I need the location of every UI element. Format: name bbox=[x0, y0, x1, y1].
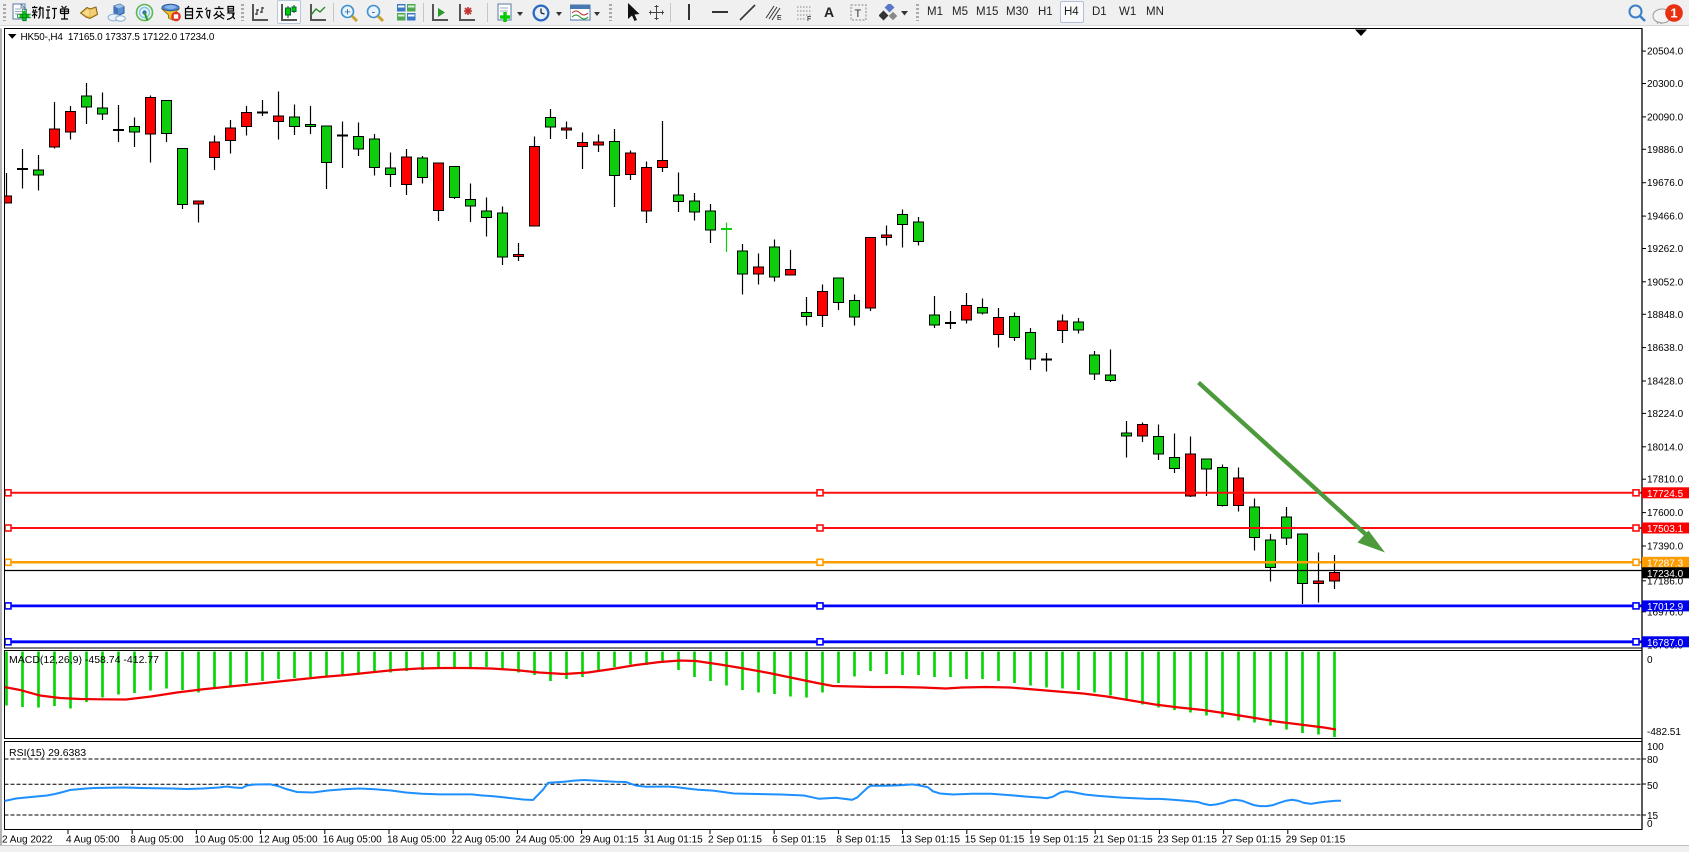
svg-text:18014.0: 18014.0 bbox=[1647, 442, 1684, 453]
svg-text:23 Sep 01:15: 23 Sep 01:15 bbox=[1157, 835, 1217, 846]
svg-text:2 Aug 2022: 2 Aug 2022 bbox=[2, 835, 53, 846]
svg-text:18 Aug 05:00: 18 Aug 05:00 bbox=[387, 835, 446, 846]
svg-text:F: F bbox=[807, 16, 811, 21]
svg-text:HK50-,H4 17165.0 17337.5 1712: HK50-,H4 17165.0 17337.5 17122.0 17234.0 bbox=[21, 32, 215, 43]
svg-text:20300.0: 20300.0 bbox=[1647, 79, 1684, 90]
svg-text:19676.0: 19676.0 bbox=[1647, 178, 1684, 189]
svg-text:15 Sep 01:15: 15 Sep 01:15 bbox=[965, 835, 1025, 846]
svg-text:T: T bbox=[855, 8, 862, 20]
svg-text:50: 50 bbox=[1647, 781, 1659, 792]
svg-text:12 Aug 05:00: 12 Aug 05:00 bbox=[259, 835, 318, 846]
svg-text:MACD(12,26,9) -458.74 -412.77: MACD(12,26,9) -458.74 -412.77 bbox=[9, 654, 159, 666]
svg-text:17234.0: 17234.0 bbox=[1647, 569, 1684, 580]
svg-text:19466.0: 19466.0 bbox=[1647, 212, 1684, 223]
svg-text:20504.0: 20504.0 bbox=[1647, 47, 1684, 58]
svg-text:19052.0: 19052.0 bbox=[1647, 277, 1684, 288]
svg-text:19262.0: 19262.0 bbox=[1647, 244, 1684, 255]
svg-text:29 Aug 01:15: 29 Aug 01:15 bbox=[580, 835, 639, 846]
svg-text:4 Aug 05:00: 4 Aug 05:00 bbox=[66, 835, 120, 846]
svg-text:+: + bbox=[344, 7, 350, 19]
svg-text:17724.5: 17724.5 bbox=[1647, 489, 1684, 500]
svg-text:80: 80 bbox=[1647, 755, 1659, 766]
svg-text:20090.0: 20090.0 bbox=[1647, 112, 1684, 123]
svg-text:16 Aug 05:00: 16 Aug 05:00 bbox=[323, 835, 382, 846]
svg-text:29 Sep 01:15: 29 Sep 01:15 bbox=[1286, 835, 1346, 846]
svg-text:0: 0 bbox=[1647, 819, 1653, 830]
svg-text:19886.0: 19886.0 bbox=[1647, 145, 1684, 156]
svg-text:15: 15 bbox=[1647, 811, 1659, 822]
svg-text:6 Sep 01:15: 6 Sep 01:15 bbox=[772, 835, 826, 846]
svg-text:2 Sep 01:15: 2 Sep 01:15 bbox=[708, 835, 762, 846]
svg-text:31 Aug 01:15: 31 Aug 01:15 bbox=[644, 835, 703, 846]
svg-text:1: 1 bbox=[1670, 6, 1677, 21]
svg-text:17810.0: 17810.0 bbox=[1647, 475, 1684, 486]
svg-text:18638.0: 18638.0 bbox=[1647, 343, 1684, 354]
svg-text:18848.0: 18848.0 bbox=[1647, 310, 1684, 321]
svg-text:24 Aug 05:00: 24 Aug 05:00 bbox=[515, 835, 574, 846]
svg-text:16787.0: 16787.0 bbox=[1647, 638, 1684, 649]
svg-text:13 Sep 01:15: 13 Sep 01:15 bbox=[901, 835, 961, 846]
svg-text:0: 0 bbox=[1647, 655, 1653, 666]
svg-text:17186.0: 17186.0 bbox=[1647, 576, 1684, 587]
svg-text:RSI(15) 29.6383: RSI(15) 29.6383 bbox=[9, 747, 86, 759]
svg-text:21 Sep 01:15: 21 Sep 01:15 bbox=[1093, 835, 1153, 846]
svg-text:17390.0: 17390.0 bbox=[1647, 542, 1684, 553]
svg-text:17287.3: 17287.3 bbox=[1647, 558, 1684, 569]
svg-text:E: E bbox=[777, 15, 782, 21]
svg-text:16976.0: 16976.0 bbox=[1647, 607, 1684, 618]
svg-text:100: 100 bbox=[1647, 742, 1664, 753]
svg-text:27 Sep 01:15: 27 Sep 01:15 bbox=[1222, 835, 1282, 846]
svg-text:8 Sep 01:15: 8 Sep 01:15 bbox=[836, 835, 890, 846]
svg-text:-: - bbox=[372, 7, 376, 19]
svg-text:18428.0: 18428.0 bbox=[1647, 377, 1684, 388]
svg-text:10 Aug 05:00: 10 Aug 05:00 bbox=[194, 835, 253, 846]
svg-text:8 Aug 05:00: 8 Aug 05:00 bbox=[130, 835, 184, 846]
svg-text:17600.0: 17600.0 bbox=[1647, 508, 1684, 519]
svg-text:22 Aug 05:00: 22 Aug 05:00 bbox=[451, 835, 510, 846]
svg-text:17503.1: 17503.1 bbox=[1647, 524, 1684, 535]
svg-text:17012.9: 17012.9 bbox=[1647, 602, 1684, 613]
svg-text:19 Sep 01:15: 19 Sep 01:15 bbox=[1029, 835, 1089, 846]
svg-text:18224.0: 18224.0 bbox=[1647, 409, 1684, 420]
svg-text:-482.51: -482.51 bbox=[1647, 727, 1681, 738]
